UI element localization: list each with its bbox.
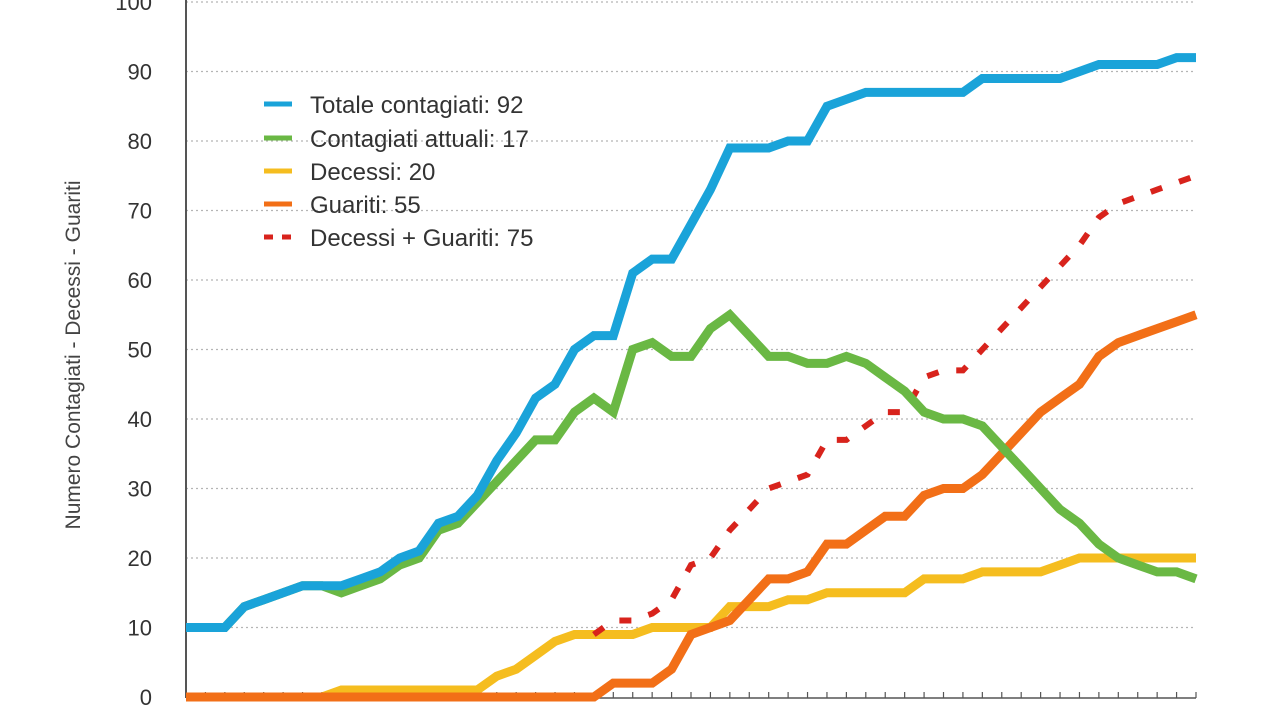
legend-label-totale: Totale contagiati: 92 [310,92,523,119]
gridlines [186,1,1196,629]
legend-label-decessi: Decessi: 20 [310,159,435,186]
y-tick-label: 60 [128,268,152,293]
y-tick-label: 90 [128,60,152,85]
series-line-4 [592,172,1198,637]
series-line-2 [186,553,1196,702]
y-tick-label: 40 [128,407,152,432]
y-tick-label: 10 [128,616,152,641]
y-tick-label: 80 [128,129,152,154]
series-line-1 [186,308,1198,632]
legend-item: Decessi: 20 [264,159,435,186]
series-lines [186,53,1198,702]
series-line-0 [186,53,1196,632]
legend-label-guariti: Guariti: 55 [310,192,421,219]
legend-label-attuali: Contagiati attuali: 17 [310,126,529,153]
y-tick-label: 30 [128,477,152,502]
y-tick-label: 20 [128,546,152,571]
legend-item: Contagiati attuali: 17 [264,126,529,153]
legend-item: Totale contagiati: 92 [264,92,523,119]
legend-item: Guariti: 55 [264,192,421,219]
y-axis-tick-labels: 0 10 20 30 40 50 60 70 80 90 100 [115,0,152,710]
y-tick-label: 0 [140,685,152,710]
y-tick-label: 50 [128,338,152,363]
legend: Totale contagiati: 92 Contagiati attuali… [264,92,533,252]
y-tick-label: 70 [128,199,152,224]
y-axis-label: Numero Contagiati - Decessi - Guariti [62,181,85,530]
legend-item: Decessi + Guariti: 75 [264,225,533,252]
series-line-3 [186,310,1198,702]
legend-label-decessi-guariti: Decessi + Guariti: 75 [310,225,533,252]
y-tick-label: 100 [115,0,152,15]
